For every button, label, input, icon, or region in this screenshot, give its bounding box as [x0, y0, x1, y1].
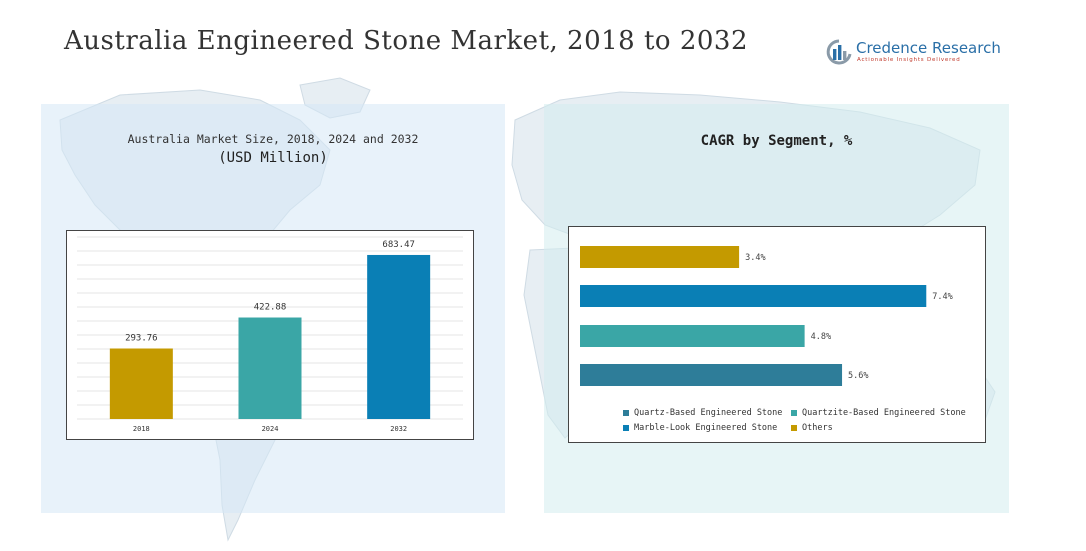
bar-value-label: 5.6%	[848, 371, 868, 381]
bar-2032	[367, 254, 431, 419]
bar-marble-look-engineered-stone	[580, 285, 927, 307]
bar-others	[580, 246, 740, 268]
bar-value-label: 4.8%	[811, 332, 831, 342]
credence-logo-icon	[826, 39, 852, 65]
x-tick-label: 2032	[390, 425, 407, 433]
cagr-legend: Quartz-Based Engineered Stone Quartzite-B…	[623, 408, 966, 433]
bar-value-label: 683.47	[382, 240, 415, 250]
legend-swatch	[791, 410, 797, 416]
market-size-subtitle: Australia Market Size, 2018, 2024 and 20…	[127, 132, 419, 146]
x-tick-label: 2024	[262, 425, 279, 433]
bar-quartz-based-engineered-stone	[580, 364, 843, 386]
bar-value-label: 293.76	[125, 333, 158, 343]
legend-item: Quartz-Based Engineered Stone	[623, 408, 791, 418]
legend-label: Quartzite-Based Engineered Stone	[802, 408, 966, 418]
bar-value-label: 7.4%	[932, 292, 952, 302]
cagr-bar-chart: 3.4% 7.4% 4.8% 5.6%	[580, 246, 953, 386]
market-size-bar-chart: 293.76 2018 422.88 2024 683.47 2032	[77, 236, 463, 433]
brand-logo: Credence Research Actionable Insights De…	[826, 38, 1001, 68]
legend-label: Marble-Look Engineered Stone	[634, 423, 778, 433]
bar-2024	[238, 317, 302, 419]
market-size-chart: 293.76 2018 422.88 2024 683.47 2032	[66, 230, 474, 440]
legend-item: Marble-Look Engineered Stone	[623, 423, 791, 433]
bar-value-label: 3.4%	[745, 253, 765, 263]
bar-2018	[109, 348, 173, 419]
cagr-title: CAGR by Segment, %	[700, 133, 853, 149]
legend-swatch	[791, 425, 797, 431]
legend-item: Quartzite-Based Engineered Stone	[791, 408, 966, 418]
brand-name: Credence Research	[856, 39, 1001, 57]
page-title: Australia Engineered Stone Market, 2018 …	[64, 26, 749, 56]
brand-tagline: Actionable Insights Delivered	[857, 57, 961, 63]
legend-swatch	[623, 425, 629, 431]
x-tick-label: 2018	[133, 425, 150, 433]
legend-swatch	[623, 410, 629, 416]
bar-value-label: 422.88	[254, 303, 287, 313]
cagr-chart: 3.4% 7.4% 4.8% 5.6% Quartz-Based Engineered…	[568, 226, 986, 443]
legend-item: Others	[791, 423, 963, 433]
bar-quartzite-based-engineered-stone	[580, 325, 805, 347]
legend-label: Quartz-Based Engineered Stone	[634, 408, 783, 418]
market-size-unit: (USD Million)	[218, 150, 328, 166]
legend-label: Others	[802, 423, 833, 433]
